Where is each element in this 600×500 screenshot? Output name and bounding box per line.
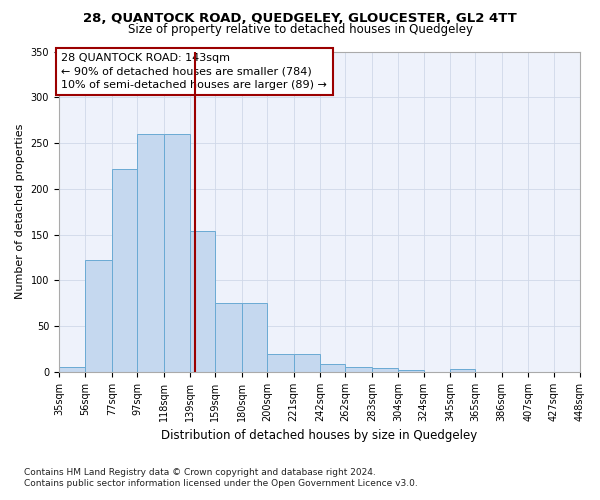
Bar xyxy=(242,304,267,372)
Text: Contains HM Land Registry data © Crown copyright and database right 2024.
Contai: Contains HM Land Registry data © Crown c… xyxy=(24,468,418,487)
Bar xyxy=(580,370,600,372)
Bar xyxy=(320,364,346,372)
Bar xyxy=(164,134,190,372)
Bar xyxy=(398,370,424,372)
Text: Size of property relative to detached houses in Quedgeley: Size of property relative to detached ho… xyxy=(128,22,473,36)
Bar xyxy=(59,366,85,372)
Bar xyxy=(215,304,242,372)
Text: 28, QUANTOCK ROAD, QUEDGELEY, GLOUCESTER, GL2 4TT: 28, QUANTOCK ROAD, QUEDGELEY, GLOUCESTER… xyxy=(83,12,517,26)
Bar xyxy=(267,354,293,372)
Bar xyxy=(112,168,137,372)
Bar xyxy=(293,354,320,372)
Bar xyxy=(372,368,398,372)
Text: 28 QUANTOCK ROAD: 143sqm
← 90% of detached houses are smaller (784)
10% of semi-: 28 QUANTOCK ROAD: 143sqm ← 90% of detach… xyxy=(61,54,328,90)
Bar xyxy=(137,134,164,372)
Bar xyxy=(450,370,475,372)
Bar xyxy=(190,231,215,372)
Bar xyxy=(85,260,112,372)
Bar xyxy=(346,368,372,372)
X-axis label: Distribution of detached houses by size in Quedgeley: Distribution of detached houses by size … xyxy=(161,430,478,442)
Y-axis label: Number of detached properties: Number of detached properties xyxy=(15,124,25,300)
